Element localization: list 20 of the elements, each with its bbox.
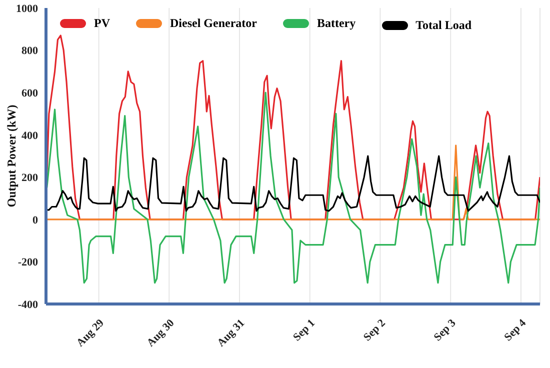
legend-label: Total Load	[416, 18, 472, 33]
x-tick-label: Sep 4	[502, 316, 529, 344]
y-tick-label: 800	[22, 45, 38, 58]
legend-label: PV	[94, 16, 110, 31]
x-tick-label: Aug 30	[144, 316, 178, 350]
y-tick-label: -400	[18, 298, 38, 311]
y-tick-label: 0	[32, 214, 38, 226]
x-tick-label: Sep 2	[361, 316, 388, 344]
x-tick-label: Aug 31	[215, 317, 248, 350]
x-tick-label: Aug 29	[74, 316, 107, 350]
x-tick-label: Sep 3	[432, 316, 459, 344]
legend-label: Battery	[316, 16, 356, 31]
y-tick-label: 1000	[16, 2, 38, 15]
y-axis-title: Output Power (kW)	[4, 104, 18, 208]
y-tick-label: 400	[22, 130, 38, 142]
x-tick-label: Sep 1	[291, 317, 318, 344]
y-tick-label: -200	[18, 256, 38, 269]
y-tick-label: 200	[22, 172, 38, 184]
legend-label: Diesel Generator	[170, 16, 257, 31]
y-tick-label: 600	[22, 87, 38, 100]
